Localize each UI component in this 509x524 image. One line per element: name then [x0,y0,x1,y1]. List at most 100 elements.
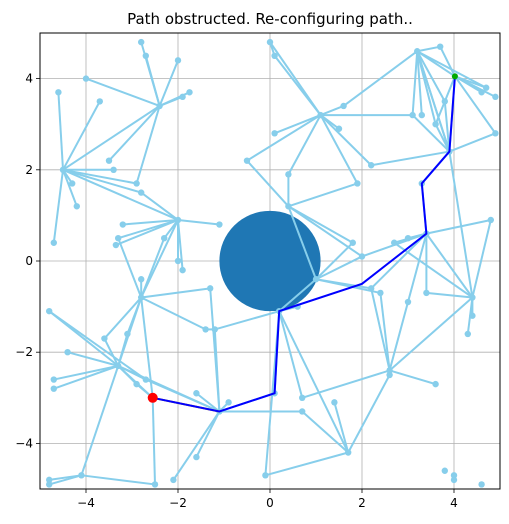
x-tick-label: 2 [358,496,366,510]
tree-node [478,89,485,96]
tree-node [386,367,393,374]
tree-node [207,285,214,292]
tree-edge [53,364,119,381]
tree-edge [144,55,161,107]
tree-node [179,266,186,274]
tree-edge [158,59,179,107]
tree-edge [214,310,280,331]
tree-edge [388,301,409,371]
tree-node [193,453,200,461]
tree-edge [343,50,418,107]
tree-node [101,335,108,342]
tree-node [138,38,145,46]
tree-node [409,111,416,119]
tree-edge [416,50,446,102]
tree-edge [115,219,179,246]
tree-edge [315,242,354,280]
tree-node [78,472,85,479]
y-tick-label: −4 [15,436,33,450]
tree-edge [57,92,64,170]
path-layer [152,76,456,413]
tree-node [354,180,361,187]
tree-edge [287,114,322,175]
tree-edge [389,369,436,386]
tree-edge [274,114,321,135]
tree-node [151,481,159,488]
tree-edge [426,218,492,235]
x-tick-label: 0 [266,496,274,510]
tree-node [450,476,458,484]
tree-node [138,276,145,283]
marker-layer [147,73,458,403]
tree-edge [80,365,120,476]
tree-node [285,171,292,178]
tree-edge [448,151,474,298]
tree-node [211,326,218,333]
tree-node [174,257,182,265]
tree-node [483,84,490,91]
tree-node [414,48,421,55]
tree-edge [209,288,221,412]
tree-edge [319,114,372,166]
tree-edge [388,296,474,372]
tree-edge [320,105,344,117]
x-tick-label: 4 [450,496,458,510]
tree-edge [62,169,78,207]
tree-node [50,239,57,246]
tree-edge [195,411,221,458]
tree-node [142,52,149,59]
start-marker [147,392,158,403]
tree-edge [287,205,354,244]
tree-edge [141,287,211,299]
tree-edge [246,114,322,162]
tree-edge [411,114,451,153]
tree-edge [439,46,456,77]
tree-node [179,93,186,101]
tree-node [299,408,306,415]
tree-node [377,289,384,297]
tree-node [112,241,120,249]
tree-node [423,289,430,297]
tree-nodes [46,38,499,488]
tree-edge [407,233,428,303]
tree-node [50,376,57,383]
tree-node [174,216,182,224]
tree-node [285,203,292,210]
tree-node [50,385,57,392]
tree-node [193,390,200,397]
tree-node [464,330,471,338]
tree-node [492,130,499,137]
tree-node [202,326,209,333]
tree-edge [287,205,363,258]
tree-node [138,189,145,196]
tree-node [46,476,53,484]
tree-node [69,180,76,187]
tree-node [82,75,90,82]
tree-edge [103,338,120,367]
tree-edge [81,474,156,486]
ticks: −4 −2 0 2 4 −4 −2 0 2 4 [15,72,458,510]
tree-edge [417,45,441,53]
tree-edge [449,132,496,153]
tree-node [271,130,278,137]
tree-edge [416,50,451,152]
tree-node [59,166,67,173]
tree-edge [278,310,304,399]
tree-edge [278,278,317,312]
tree-node [138,294,145,301]
tree-node [262,472,269,479]
tree-node [225,399,232,406]
tree-edge [62,168,142,194]
tree-node [317,111,324,119]
tree-node [299,394,306,401]
tree-edge [393,241,473,299]
tree-edge [103,296,142,340]
tree-node [156,102,163,110]
tree-edges [48,41,497,486]
tree-node [335,125,343,132]
tree-node [432,380,439,388]
tree-edge [62,168,179,221]
tree-edge [52,169,64,243]
tree-edge [425,233,474,299]
